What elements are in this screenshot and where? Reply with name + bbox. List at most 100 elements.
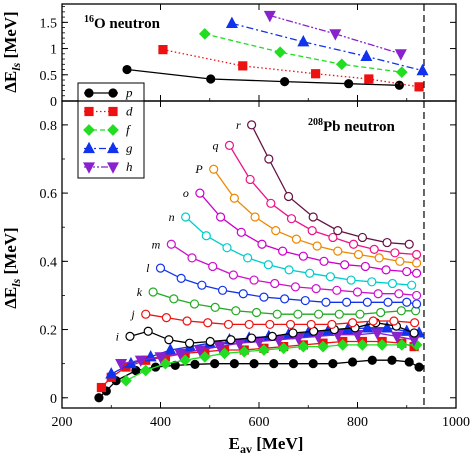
data-point-top-h: [329, 29, 342, 41]
data-point-top-g: [225, 16, 238, 28]
bottom-panel-title: 208Pb neutron: [308, 117, 395, 135]
data-point-bottom-o: [360, 261, 370, 272]
x-axis-label: Eav [MeV]: [229, 434, 304, 456]
curve-label-q: q: [212, 138, 218, 152]
data-point-bottom-f: [139, 364, 152, 377]
data-point-bottom-n: [325, 272, 336, 282]
data-point-bottom-j: [389, 316, 399, 326]
bottom-series-group: [94, 120, 426, 403]
curve-label-l: l: [146, 261, 150, 275]
data-point-bottom-h: [193, 345, 206, 357]
data-point-bottom-k: [148, 287, 158, 297]
bottom-y-axis-label: ΔEls [MeV]: [1, 227, 23, 308]
data-point-bottom-n: [181, 212, 191, 222]
top-panel-title: 16O neutron: [84, 14, 161, 32]
data-point-bottom-q: [328, 232, 338, 243]
data-point-bottom-n: [367, 277, 377, 287]
data-point-bottom-r: [382, 237, 392, 248]
curve-label-n: n: [169, 210, 175, 224]
data-point-bottom-P: [333, 246, 343, 256]
data-point-bottom-m: [249, 275, 259, 285]
data-point-bottom-l: [238, 289, 248, 299]
data-point-bottom-m: [352, 287, 363, 297]
data-point-bottom-n: [201, 231, 211, 241]
data-point-bottom-p: [328, 359, 338, 369]
data-point-top-g: [297, 34, 310, 47]
data-point-top-p: [394, 80, 404, 90]
data-point-top-h: [263, 10, 276, 23]
data-point-bottom-p: [190, 359, 200, 369]
data-point-bottom-l: [176, 273, 186, 283]
legend-marker-f: [107, 124, 119, 136]
series-line-bottom-q: [228, 144, 417, 256]
data-point-bottom-o: [278, 246, 288, 256]
data-point-bottom-l: [280, 294, 290, 304]
data-point-bottom-i: [164, 335, 174, 345]
data-point-bottom-m: [394, 289, 404, 299]
legend-marker-g: [107, 141, 119, 154]
data-point-bottom-n: [346, 275, 356, 285]
data-point-bottom-o: [257, 239, 267, 249]
data-point-bottom-i: [143, 326, 153, 336]
data-point-bottom-g: [381, 321, 394, 333]
data-point-bottom-f: [376, 339, 388, 351]
data-point-bottom-j: [141, 309, 151, 319]
data-point-bottom-q: [307, 226, 317, 236]
data-point-top-g: [360, 49, 373, 62]
data-point-bottom-g: [164, 343, 177, 355]
data-point-top-d: [158, 45, 168, 55]
data-point-bottom-p: [308, 359, 318, 369]
legend-marker-f: [83, 124, 95, 136]
bottom-x-tick-label: 1000: [442, 415, 470, 430]
data-point-bottom-m: [166, 239, 176, 249]
data-point-bottom-h: [213, 342, 226, 354]
data-point-bottom-r: [283, 191, 294, 202]
data-point-bottom-l: [383, 297, 393, 307]
data-point-bottom-m: [290, 282, 301, 292]
data-point-bottom-o: [412, 268, 422, 278]
data-point-bottom-j: [368, 316, 378, 326]
data-point-bottom-k: [396, 306, 406, 316]
data-point-bottom-j: [327, 319, 337, 330]
data-point-bottom-i: [247, 333, 257, 343]
legend-marker-p: [84, 88, 94, 98]
data-point-bottom-m: [228, 270, 238, 280]
data-point-bottom-i: [409, 328, 419, 338]
data-point-bottom-h: [115, 359, 128, 371]
data-point-bottom-p: [404, 357, 414, 367]
data-point-bottom-k: [313, 309, 324, 319]
bottom-y-tick-label: 0.2: [40, 324, 58, 339]
data-point-bottom-o: [195, 188, 205, 198]
data-point-bottom-n: [387, 278, 398, 289]
data-point-bottom-o: [236, 227, 246, 237]
data-point-bottom-p: [414, 362, 424, 372]
data-point-bottom-r: [308, 212, 318, 222]
data-point-bottom-r: [333, 226, 343, 236]
data-point-bottom-l: [412, 299, 422, 309]
legend-label-f: f: [126, 122, 132, 137]
data-point-bottom-l: [342, 297, 352, 307]
bottom-x-tick-label: 400: [150, 415, 171, 430]
data-point-bottom-m: [311, 284, 321, 294]
data-point-bottom-p: [269, 359, 279, 369]
data-point-bottom-o: [340, 260, 350, 270]
data-point-bottom-l: [300, 295, 310, 306]
data-point-bottom-o: [215, 212, 226, 222]
data-point-bottom-f: [356, 339, 369, 351]
data-point-bottom-k: [210, 302, 220, 312]
bottom-y-tick-label: 0: [50, 392, 57, 407]
data-point-bottom-P: [250, 212, 260, 222]
data-point-bottom-i: [125, 331, 135, 341]
legend-marker-d: [84, 106, 94, 117]
data-point-bottom-q: [245, 174, 255, 185]
data-point-bottom-k: [355, 309, 365, 319]
series-line-top-d: [162, 48, 420, 88]
data-point-bottom-j: [182, 316, 192, 326]
legend-marker-g: [83, 141, 95, 154]
series-line-bottom-h: [120, 332, 415, 365]
data-point-bottom-P: [312, 241, 322, 251]
data-point-bottom-f: [120, 374, 132, 387]
data-point-bottom-k: [251, 307, 262, 318]
data-point-bottom-h: [154, 352, 167, 364]
data-point-top-d: [311, 69, 321, 79]
